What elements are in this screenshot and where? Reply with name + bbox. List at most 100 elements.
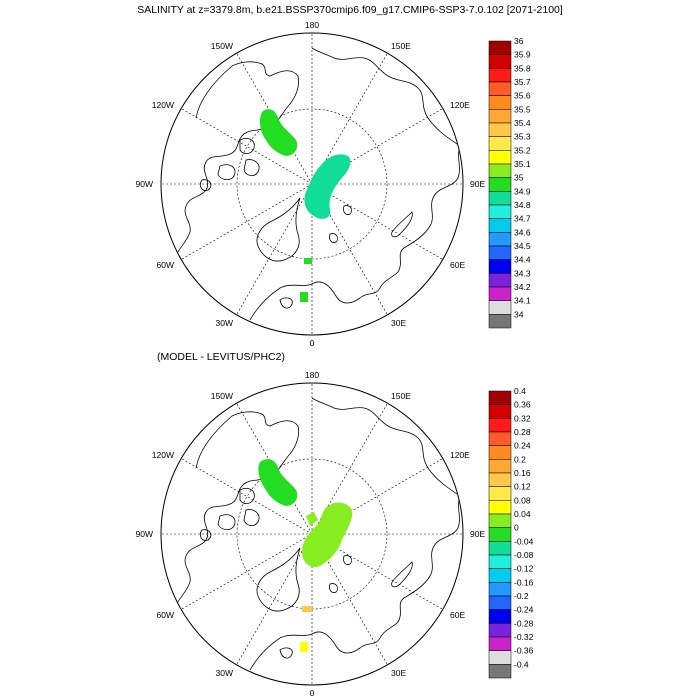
bottom-coast-europe [249, 621, 399, 671]
bottom-map-border [160, 382, 464, 686]
bottom-map [161, 383, 463, 685]
top-lon-label-30e: 30E [391, 318, 406, 328]
bottom-lon-label-150e: 150E [391, 391, 411, 401]
top-coast-russia [397, 145, 461, 273]
bottom-field-eurasian-basin [302, 502, 353, 568]
bottom-colorbar: 0.4 0.36 0.32 0.28 0.24 0.2 0.16 0.12 0.08 0.04 0 -… [488, 386, 534, 679]
bottom-colorbar-label-7: 0.12 [514, 482, 531, 492]
bottom-field-patch-a [302, 606, 312, 612]
top-coast-greenland [256, 197, 301, 262]
bottom-colorbar-label-13: -0.12 [514, 564, 534, 574]
top-lon-label-150e: 150E [391, 41, 411, 51]
top-map-border [160, 32, 464, 336]
top-field-beaufort [259, 109, 298, 156]
top-colorbar-box-16 [488, 259, 512, 274]
top-colorbar-label-17: 34.3 [514, 268, 531, 278]
bottom-colorbar-label-20: -0.4 [514, 659, 529, 669]
bottom-colorbar-label-17: -0.28 [514, 618, 534, 628]
bottom-colorbar-box-5 [488, 459, 512, 474]
bottom-field [258, 459, 353, 652]
bottom-colorbar-box-10 [488, 527, 512, 542]
bottom-colorbar-label-9: 0.04 [514, 509, 531, 519]
bottom-field-patch-b [300, 642, 308, 652]
bottom-colorbar-label-10: 0 [514, 523, 519, 533]
bottom-colorbar-box-4 [488, 445, 512, 460]
top-colorbar-label-5: 35.5 [514, 104, 531, 114]
bottom-colorbar-label-4: 0.24 [514, 441, 531, 451]
top-colorbar-label-20: 34 [514, 309, 524, 319]
top-colorbar-label-0: 36 [514, 36, 524, 46]
top-colorbar-box-19 [488, 300, 512, 315]
top-colorbar-label-12: 34.8 [514, 200, 531, 210]
top-lon-label-180: 180 [305, 20, 319, 30]
bottom-coast-svalbard [329, 555, 352, 593]
bottom-colorbar-box-19 [488, 650, 512, 665]
bottom-colorbar-label-18: -0.32 [514, 632, 534, 642]
top-panel: SALINITY at z=3379.8m, b.e21.BSSP370cmip… [136, 4, 563, 348]
bottom-lon-label-60e: 60E [450, 610, 465, 620]
bottom-field-small-patch [306, 512, 318, 526]
bottom-colorbar-box-11 [488, 541, 512, 556]
bottom-colorbar-label-14: -0.16 [514, 577, 534, 587]
top-lon-label-120e: 120E [450, 100, 470, 110]
top-colorbar-label-2: 35.8 [514, 63, 531, 73]
top-lon-label-30w: 30W [216, 318, 233, 328]
bottom-coastlines [173, 397, 461, 671]
bottom-lon-label-180: 180 [305, 370, 319, 380]
bottom-colorbar-box-9 [488, 513, 512, 528]
top-colorbar-label-7: 35.3 [514, 132, 531, 142]
bottom-colorbar-box-7 [488, 486, 512, 501]
bottom-colorbar-label-12: -0.08 [514, 550, 534, 560]
bottom-colorbar-label-8: 0.08 [514, 495, 531, 505]
top-colorbar-box-1 [488, 54, 512, 69]
bottom-lon-label-90w: 90W [136, 529, 153, 539]
top-colorbar-box-13 [488, 218, 512, 233]
top-coast-iceland [279, 297, 293, 309]
bottom-coast-russia [397, 495, 461, 623]
top-colorbar-label-4: 35.6 [514, 91, 531, 101]
bottom-coast-arctic-islands [200, 488, 260, 541]
top-colorbar: 36 35.9 35.8 35.7 35.6 35.5 35.4 35.3 35.2 35.1 35… [488, 36, 531, 329]
top-colorbar-box-10 [488, 177, 512, 192]
top-colorbar-label-13: 34.7 [514, 214, 531, 224]
bottom-lon-label-60w: 60W [157, 610, 174, 620]
bottom-colorbar-box-20 [488, 664, 512, 679]
top-coast-arctic-islands [200, 138, 260, 191]
top-colorbar-box-11 [488, 191, 512, 206]
bottom-colorbar-box-18 [488, 636, 512, 651]
bottom-colorbar-box-3 [488, 431, 512, 446]
bottom-colorbar-label-0: 0.4 [514, 386, 526, 396]
bottom-colorbar-label-6: 0.16 [514, 468, 531, 478]
top-field [259, 109, 351, 302]
top-colorbar-box-20 [488, 314, 512, 329]
bottom-colorbar-box-2 [488, 418, 512, 433]
top-colorbar-box-5 [488, 109, 512, 124]
bottom-colorbar-box-6 [488, 472, 512, 487]
bottom-lon-label-30e: 30E [391, 668, 406, 678]
bottom-colorbar-label-16: -0.24 [514, 605, 534, 615]
top-colorbar-box-15 [488, 245, 512, 260]
top-longitude-labels: 180 150E 120E 90E 60E 30E 0 30W 60W 90W … [136, 20, 486, 348]
top-lon-label-60w: 60W [157, 260, 174, 270]
top-colorbar-box-17 [488, 273, 512, 288]
top-colorbar-box-12 [488, 204, 512, 219]
bottom-colorbar-box-0 [488, 390, 512, 405]
bottom-coast-siberia [311, 397, 461, 497]
bottom-longitude-labels: 180 150E 120E 90E 60E 30E 0 30W 60W 90W … [136, 370, 486, 698]
top-colorbar-box-7 [488, 136, 512, 151]
top-coast-canada [173, 125, 273, 263]
top-lon-label-60e: 60E [450, 260, 465, 270]
bottom-colorbar-box-8 [488, 500, 512, 515]
bottom-coast-canada [173, 475, 273, 613]
bottom-colorbar-box-14 [488, 582, 512, 597]
top-field-eurasian-basin [304, 154, 351, 219]
top-colorbar-label-1: 35.9 [514, 50, 531, 60]
bottom-lon-label-0: 0 [310, 688, 315, 698]
top-map [161, 33, 463, 335]
top-colorbar-box-3 [488, 81, 512, 96]
bottom-colorbar-label-2: 0.32 [514, 413, 531, 423]
top-colorbar-box-8 [488, 150, 512, 165]
top-colorbar-label-11: 34.9 [514, 186, 531, 196]
bottom-coast-novaya-zemlya [391, 561, 413, 588]
